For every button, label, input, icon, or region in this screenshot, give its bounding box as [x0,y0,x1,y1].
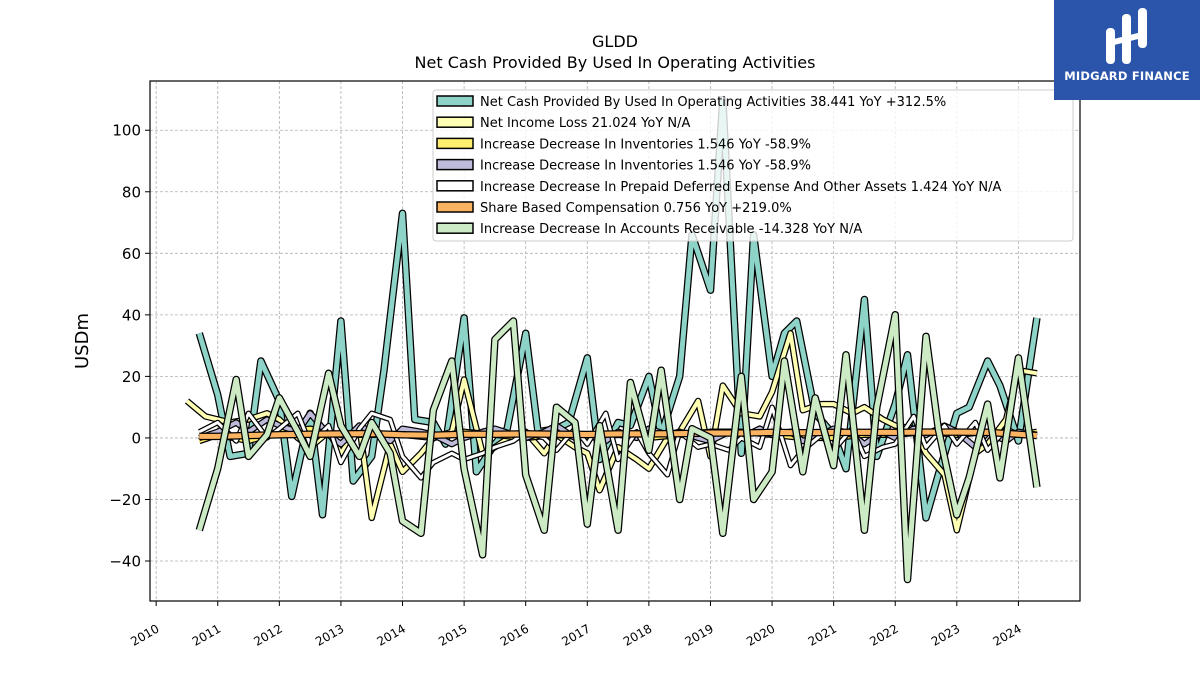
legend-swatch [436,201,474,213]
x-tick-label: 2011 [190,621,223,648]
y-tick-label: −20 [109,491,141,509]
x-tick-label: 2017 [559,621,592,648]
chart-title: GLDD [592,32,638,51]
x-tick-label: 2020 [744,621,777,648]
legend-box [432,89,1074,242]
series-line-4 [198,405,1037,480]
x-tick-label: 2016 [498,621,531,648]
x-tick-label: 2022 [867,621,900,648]
plot-frame [149,80,1081,602]
series-layer [184,95,1041,584]
y-axis-label: USDm [72,313,93,369]
x-tick-label: 2023 [929,621,962,648]
series-line-6 [196,312,1040,582]
legend-swatch [436,180,474,192]
legend-label: Increase Decrease In Prepaid Deferred Ex… [480,180,1001,195]
y-tick-label: 100 [112,122,141,140]
y-tick-label: 60 [122,245,141,263]
legend-label: Increase Decrease In Inventories 1.546 Y… [480,159,811,174]
x-tick-label: 2019 [683,621,716,648]
y-tick-label: 20 [122,368,141,386]
legend-label: Net Income Loss 21.024 YoY N/A [480,116,691,131]
x-tick-label: 2021 [806,621,839,648]
legend-swatch [436,222,474,234]
x-tick-label: 2013 [313,621,346,648]
legend-swatch [436,158,474,171]
series-line-5 [199,429,1038,439]
legend-label: Share Based Compensation 0.756 YoY +219.… [480,201,792,216]
x-tick-label: 2012 [251,621,284,648]
legend-label: Increase Decrease In Inventories 1.546 Y… [480,137,811,152]
chart-subtitle: Net Cash Provided By Used In Operating A… [415,53,816,72]
x-tick-label: 2010 [128,621,161,648]
legend: Net Cash Provided By Used In Operating A… [432,89,1074,242]
y-tick-label: 80 [122,183,141,201]
x-tick-label: 2014 [375,621,408,648]
brand-logo: MIDGARD FINANCE [1054,0,1200,100]
legend-swatch [436,95,474,107]
legend-label: Increase Decrease In Accounts Receivable… [480,222,862,237]
legend-swatch [436,137,474,150]
x-tick-label: 2015 [436,621,469,648]
x-tick-label: 2018 [621,621,654,648]
series-line-0 [196,97,1040,521]
legend-label: Net Cash Provided By Used In Operating A… [480,95,946,110]
y-tick-label: −40 [109,553,141,571]
x-tick-label: 2024 [990,621,1023,648]
y-tick-label: 0 [131,429,141,447]
y-tick-label: 40 [122,306,141,324]
legend-swatch [436,116,474,128]
series-line-1 [185,331,1038,533]
brand-name: MIDGARD FINANCE [1064,69,1190,83]
logo-mark-icon [1106,8,1147,64]
